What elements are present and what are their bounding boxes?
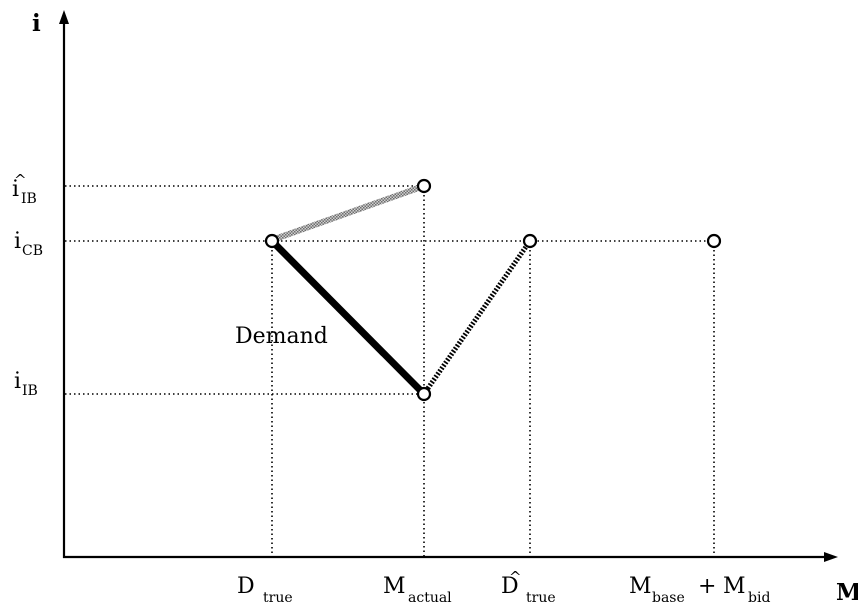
x-label-m-actual-sub: actual [408,590,452,606]
x-label-m-base-main: M [629,574,652,599]
y-label-i-ib-hat: ^ i IB [12,171,37,207]
curve-segments [269,183,533,397]
point-m-actual-i-ib [416,386,432,402]
y-label-i-ib-hat-sub: IB [21,191,37,207]
point-m-actual-i-ib-hat [416,178,432,194]
x-label-d-true-sub: true [263,590,293,606]
y-label-i-ib-hat-main: i [12,177,19,202]
x-label-m-bid-sub: bid [748,590,770,606]
x-label-d-true-hat-sub: true [526,590,556,606]
x-axis-arrowhead [824,552,838,562]
right-dashed-segment [421,239,533,396]
x-label-plus: + [698,574,716,599]
x-label-m-base-sub: base [652,590,685,606]
upper-gray-segment [270,183,426,243]
x-axis-title: M [836,579,858,606]
guide-lines [65,185,715,557]
x-label-d-true: D true [237,574,293,606]
y-label-i-cb-main: i [14,229,21,254]
point-d-true-hat-i-cb [522,233,538,249]
y-axis-title: i [32,10,41,37]
y-axis-arrowhead [59,10,69,24]
x-label-m-actual-main: M [383,574,406,599]
x-label-m-base-bid: M base + M bid [629,574,770,606]
x-label-m-actual: M actual [383,574,452,606]
x-label-m-bid-main: M [723,574,746,599]
x-label-d-true-hat: ^ D true [501,568,556,606]
x-label-d-true-hat-hat: ^ [509,568,522,586]
y-label-i-ib-main: i [14,369,21,394]
x-label-d-true-hat-main: D [501,574,519,599]
axes [59,10,838,562]
point-d-true-i-cb [264,233,280,249]
y-label-i-ib-sub: IB [22,383,38,399]
y-label-i-cb-sub: CB [22,243,43,259]
points [264,178,722,402]
y-label-i-ib: i IB [14,369,38,399]
demand-label: Demand [235,324,328,349]
demand-line [269,238,427,397]
point-m-base-bid-i-cb [706,233,722,249]
y-label-i-ib-hat-hat: ^ [14,171,27,189]
y-label-i-cb: i CB [14,229,43,259]
x-label-d-true-main: D [237,574,255,599]
